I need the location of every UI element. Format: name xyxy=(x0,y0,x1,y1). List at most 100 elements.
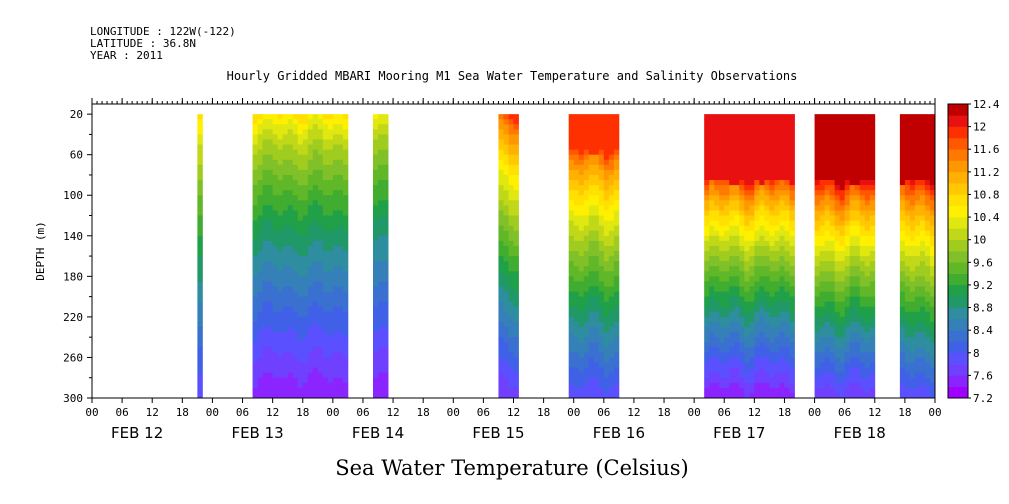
data-cell xyxy=(277,276,284,282)
data-cell xyxy=(909,159,916,166)
data-cell xyxy=(824,266,831,272)
data-cell xyxy=(197,301,203,308)
data-cell xyxy=(749,291,755,298)
data-cell xyxy=(257,332,264,338)
data-cell xyxy=(844,276,851,282)
data-cell xyxy=(317,134,324,140)
data-cell xyxy=(383,342,389,348)
data-cell xyxy=(262,392,269,398)
data-cell xyxy=(764,342,770,348)
data-cell xyxy=(498,296,504,303)
data-cell xyxy=(252,230,258,237)
data-cell xyxy=(307,119,314,125)
data-cell xyxy=(859,347,866,353)
data-cell xyxy=(914,266,921,272)
data-cell xyxy=(764,200,770,206)
data-cell xyxy=(754,124,760,130)
data-cell xyxy=(769,392,775,398)
data-cell xyxy=(839,301,846,308)
data-cell xyxy=(332,362,339,368)
data-cell xyxy=(573,266,580,272)
data-cell xyxy=(704,195,710,201)
data-cell xyxy=(578,372,585,379)
data-cell xyxy=(257,327,264,333)
data-cell xyxy=(598,169,605,176)
data-cell xyxy=(322,205,329,211)
data-cell xyxy=(749,382,755,389)
data-cell xyxy=(754,240,760,247)
data-cell xyxy=(909,114,916,120)
data-cell xyxy=(573,190,580,196)
data-cell xyxy=(714,352,720,358)
data-cell xyxy=(859,327,866,333)
data-cell xyxy=(709,372,715,379)
data-cell xyxy=(819,296,826,303)
data-cell xyxy=(503,149,509,156)
data-cell xyxy=(714,205,720,211)
data-cell xyxy=(849,256,856,262)
data-cell xyxy=(749,392,755,398)
data-cell xyxy=(935,378,940,383)
data-cell xyxy=(262,235,269,242)
data-cell xyxy=(764,256,770,262)
data-cell xyxy=(744,352,750,358)
data-cell xyxy=(789,180,795,186)
data-cell xyxy=(729,225,735,232)
data-cell xyxy=(834,154,841,161)
data-cell xyxy=(749,311,755,318)
data-cell xyxy=(914,159,921,166)
data-cell xyxy=(297,301,304,308)
data-cell xyxy=(834,367,841,374)
data-cell xyxy=(729,367,735,374)
data-cell xyxy=(332,134,339,140)
data-cell xyxy=(824,220,831,227)
data-cell xyxy=(498,276,504,282)
data-cell xyxy=(197,382,203,389)
data-cell xyxy=(282,296,289,303)
data-cell xyxy=(503,347,509,353)
data-cell xyxy=(307,134,314,140)
data-cell xyxy=(513,337,519,343)
data-cell xyxy=(277,251,284,257)
data-cell xyxy=(267,164,274,171)
data-cell xyxy=(824,362,831,368)
data-cell xyxy=(322,276,329,282)
data-cell xyxy=(709,306,715,313)
data-cell xyxy=(719,321,725,328)
data-cell xyxy=(332,392,339,398)
data-cell xyxy=(297,200,304,206)
data-cell xyxy=(568,185,575,191)
data-cell xyxy=(508,261,514,267)
data-cell xyxy=(197,154,203,161)
data-cell xyxy=(729,301,735,308)
data-cell xyxy=(257,210,264,216)
data-cell xyxy=(814,311,820,318)
data-cell xyxy=(568,230,575,237)
data-cell xyxy=(739,134,745,140)
data-cell xyxy=(583,154,590,161)
data-cell xyxy=(829,185,836,191)
data-cell xyxy=(904,256,911,262)
data-cell xyxy=(940,286,945,291)
data-cell xyxy=(573,134,580,140)
data-cell xyxy=(378,306,384,313)
data-cell xyxy=(373,195,379,201)
data-cell xyxy=(603,235,610,242)
data-cell xyxy=(608,124,615,130)
data-cell xyxy=(603,139,610,145)
colorbar-label: 12.4 xyxy=(973,98,1000,111)
data-cell xyxy=(378,139,384,145)
data-cell xyxy=(764,129,770,135)
data-cell xyxy=(869,185,876,191)
data-cell xyxy=(578,387,585,394)
data-cell xyxy=(899,392,906,398)
data-cell xyxy=(869,215,876,221)
data-cell xyxy=(819,210,826,216)
data-cell xyxy=(262,119,269,125)
data-cell xyxy=(302,230,309,237)
data-cell xyxy=(909,301,916,308)
data-cell xyxy=(337,296,344,303)
data-cell xyxy=(277,316,284,323)
data-cell xyxy=(844,321,851,328)
data-cell xyxy=(789,327,795,333)
